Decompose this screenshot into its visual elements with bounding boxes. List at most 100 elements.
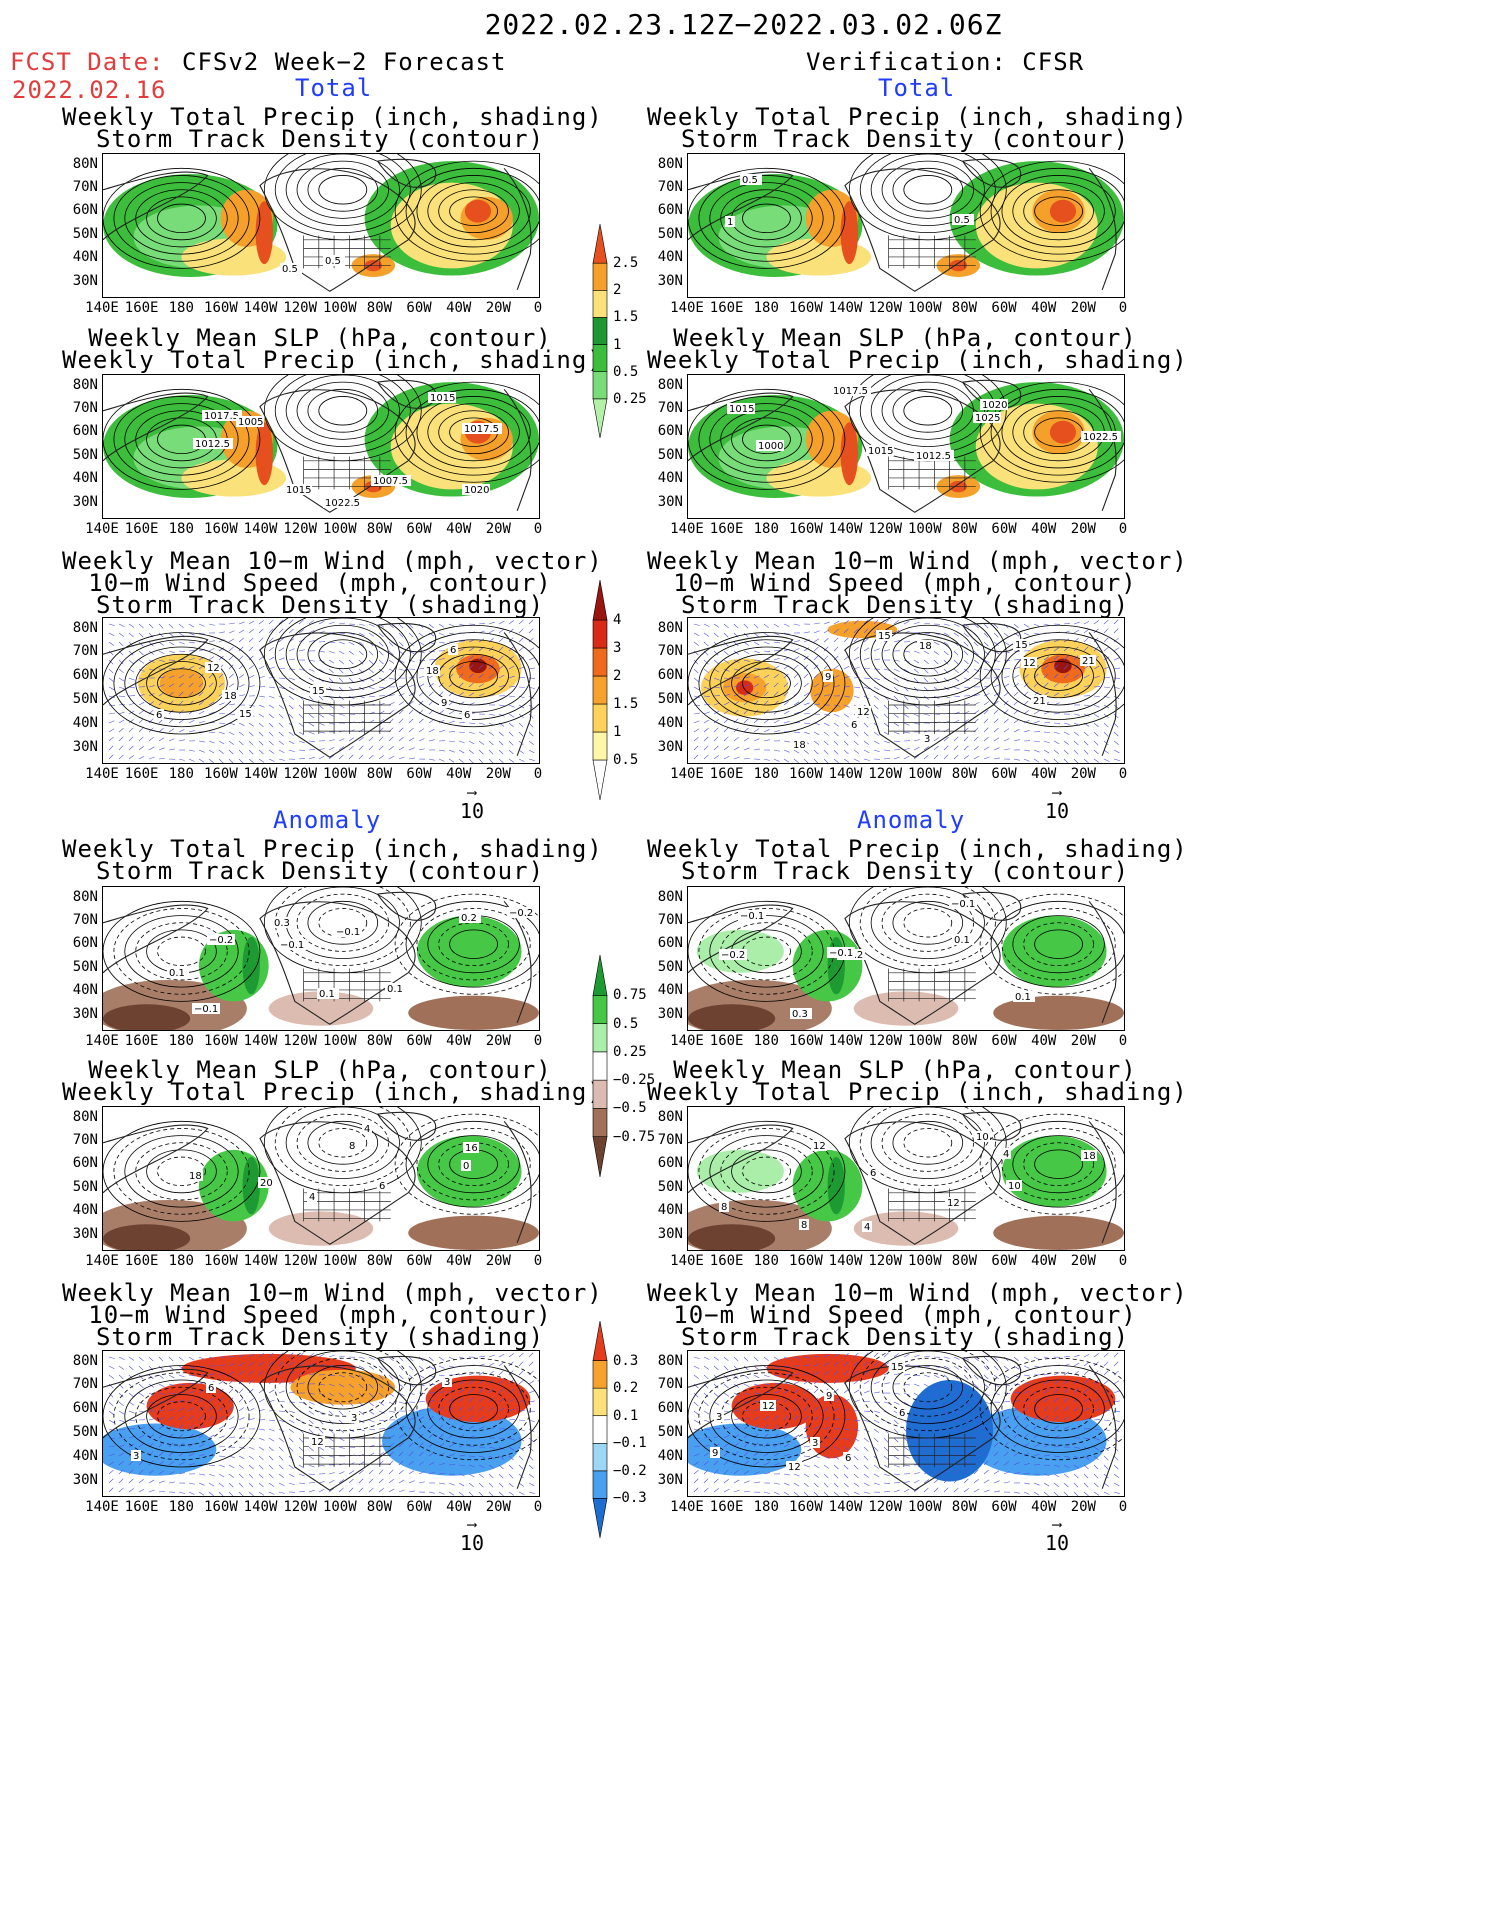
wind-vector	[368, 659, 374, 665]
contour-line	[438, 1386, 509, 1432]
wind-vector	[743, 676, 750, 679]
wind-vector	[983, 659, 990, 663]
forecast-column-title: CFSv2 Week−2 Forecast	[182, 48, 507, 76]
greenland-coastline	[961, 158, 1022, 188]
density-anom-shade	[290, 1369, 396, 1405]
wind-vector	[763, 1383, 770, 1385]
wind-vector	[498, 1418, 505, 1421]
wind-vector	[268, 1482, 275, 1487]
wind-vector	[368, 677, 375, 682]
wind-vector	[1103, 1491, 1110, 1495]
colorbar-segment	[592, 759, 608, 801]
verification-wind-total-map: 3 6 9 12 15 18 21 12 15 21 18	[687, 617, 1125, 764]
wind-vector	[1103, 1352, 1109, 1358]
wind-vector	[953, 1419, 960, 1423]
contour-line	[124, 403, 239, 476]
wind-vector	[963, 659, 969, 665]
wind-vector	[823, 1446, 830, 1449]
wind-vector	[803, 1482, 809, 1488]
wind-vector	[993, 1460, 999, 1466]
longitude-label: 140E	[670, 1253, 704, 1269]
contour-line	[892, 167, 964, 212]
wind-vector	[498, 1370, 504, 1376]
wind-vector	[863, 619, 869, 625]
wind-vector	[1073, 621, 1080, 625]
wind-vector	[258, 1353, 264, 1358]
wind-vector	[478, 683, 485, 688]
wind-vector	[118, 668, 124, 674]
wind-vector	[823, 758, 829, 763]
wind-vector	[458, 1434, 465, 1439]
latitude-label: 80N	[72, 888, 98, 905]
wind-vector	[1043, 731, 1050, 733]
contour-line	[157, 1401, 206, 1432]
wind-vector	[408, 684, 415, 688]
contour-line	[103, 388, 261, 490]
precip-anom-shade	[993, 995, 1124, 1030]
wind-vector	[228, 638, 235, 643]
wind-vector	[903, 1480, 910, 1484]
contour-line	[449, 661, 498, 691]
wind-vector	[943, 1392, 949, 1398]
wind-vector	[813, 1464, 820, 1469]
longitude-label: 160E	[124, 300, 159, 316]
wind-vector	[753, 667, 760, 670]
wind-vector	[408, 1365, 414, 1371]
wind-vector	[188, 1365, 195, 1369]
wind-vector	[268, 1455, 274, 1461]
wind-vector	[713, 727, 719, 733]
wind-vector	[298, 731, 305, 736]
wind-vector	[278, 1419, 285, 1423]
wind-vector	[278, 1361, 284, 1367]
wind-vector	[1113, 1491, 1120, 1494]
wind-vector	[703, 711, 710, 715]
wind-vector	[528, 1380, 535, 1385]
wind-vector	[508, 675, 515, 679]
wind-vector	[428, 1472, 435, 1475]
wind-vector	[883, 731, 890, 736]
wind-vector	[208, 740, 215, 744]
wind-vector	[248, 1491, 254, 1496]
contour-label: 8	[801, 1220, 807, 1231]
wind-vector	[258, 656, 264, 661]
wind-vector	[238, 655, 244, 661]
wind-vector	[803, 692, 810, 697]
wind-vector	[1103, 1464, 1109, 1470]
wind-vector	[883, 1490, 890, 1493]
wind-vector	[528, 1428, 535, 1433]
wind-vector	[1003, 675, 1010, 679]
contour-line	[990, 388, 1124, 476]
longitude-label: 80W	[366, 1499, 393, 1515]
wind-vector	[528, 667, 535, 670]
latitude-label: 70N	[657, 1376, 683, 1393]
wind-vector	[338, 713, 345, 716]
wind-vector	[1053, 1397, 1059, 1403]
wind-vector	[723, 736, 729, 742]
wind-vector	[488, 629, 495, 634]
wind-vector	[238, 629, 245, 634]
wind-vector	[208, 701, 215, 706]
wind-vector	[508, 1482, 514, 1488]
wind-vector	[743, 757, 750, 760]
wind-vector	[108, 695, 115, 699]
wind-vector	[863, 749, 870, 753]
panel-title-line: Weekly Mean 10−m Wind (mph, vector)	[647, 1279, 1188, 1307]
vector-reference-key: ⟶ 10	[452, 786, 492, 823]
wind-vector	[963, 668, 970, 673]
contour-line	[859, 887, 996, 967]
wind-vector	[753, 650, 760, 654]
contour-line	[688, 388, 846, 490]
wind-vector	[1013, 1452, 1020, 1457]
latitude-label: 50N	[657, 1424, 683, 1440]
contour-line	[903, 639, 953, 670]
wind-vector	[1113, 722, 1119, 728]
wind-vector	[398, 718, 404, 724]
wind-vector	[893, 756, 900, 760]
wind-vector	[268, 695, 275, 699]
wind-vector	[368, 632, 375, 637]
wind-vector	[1043, 1491, 1049, 1496]
wind-vector	[693, 1428, 700, 1432]
wind-vector	[508, 758, 515, 763]
wind-vector	[1003, 1408, 1010, 1412]
contour-line	[285, 1351, 400, 1424]
